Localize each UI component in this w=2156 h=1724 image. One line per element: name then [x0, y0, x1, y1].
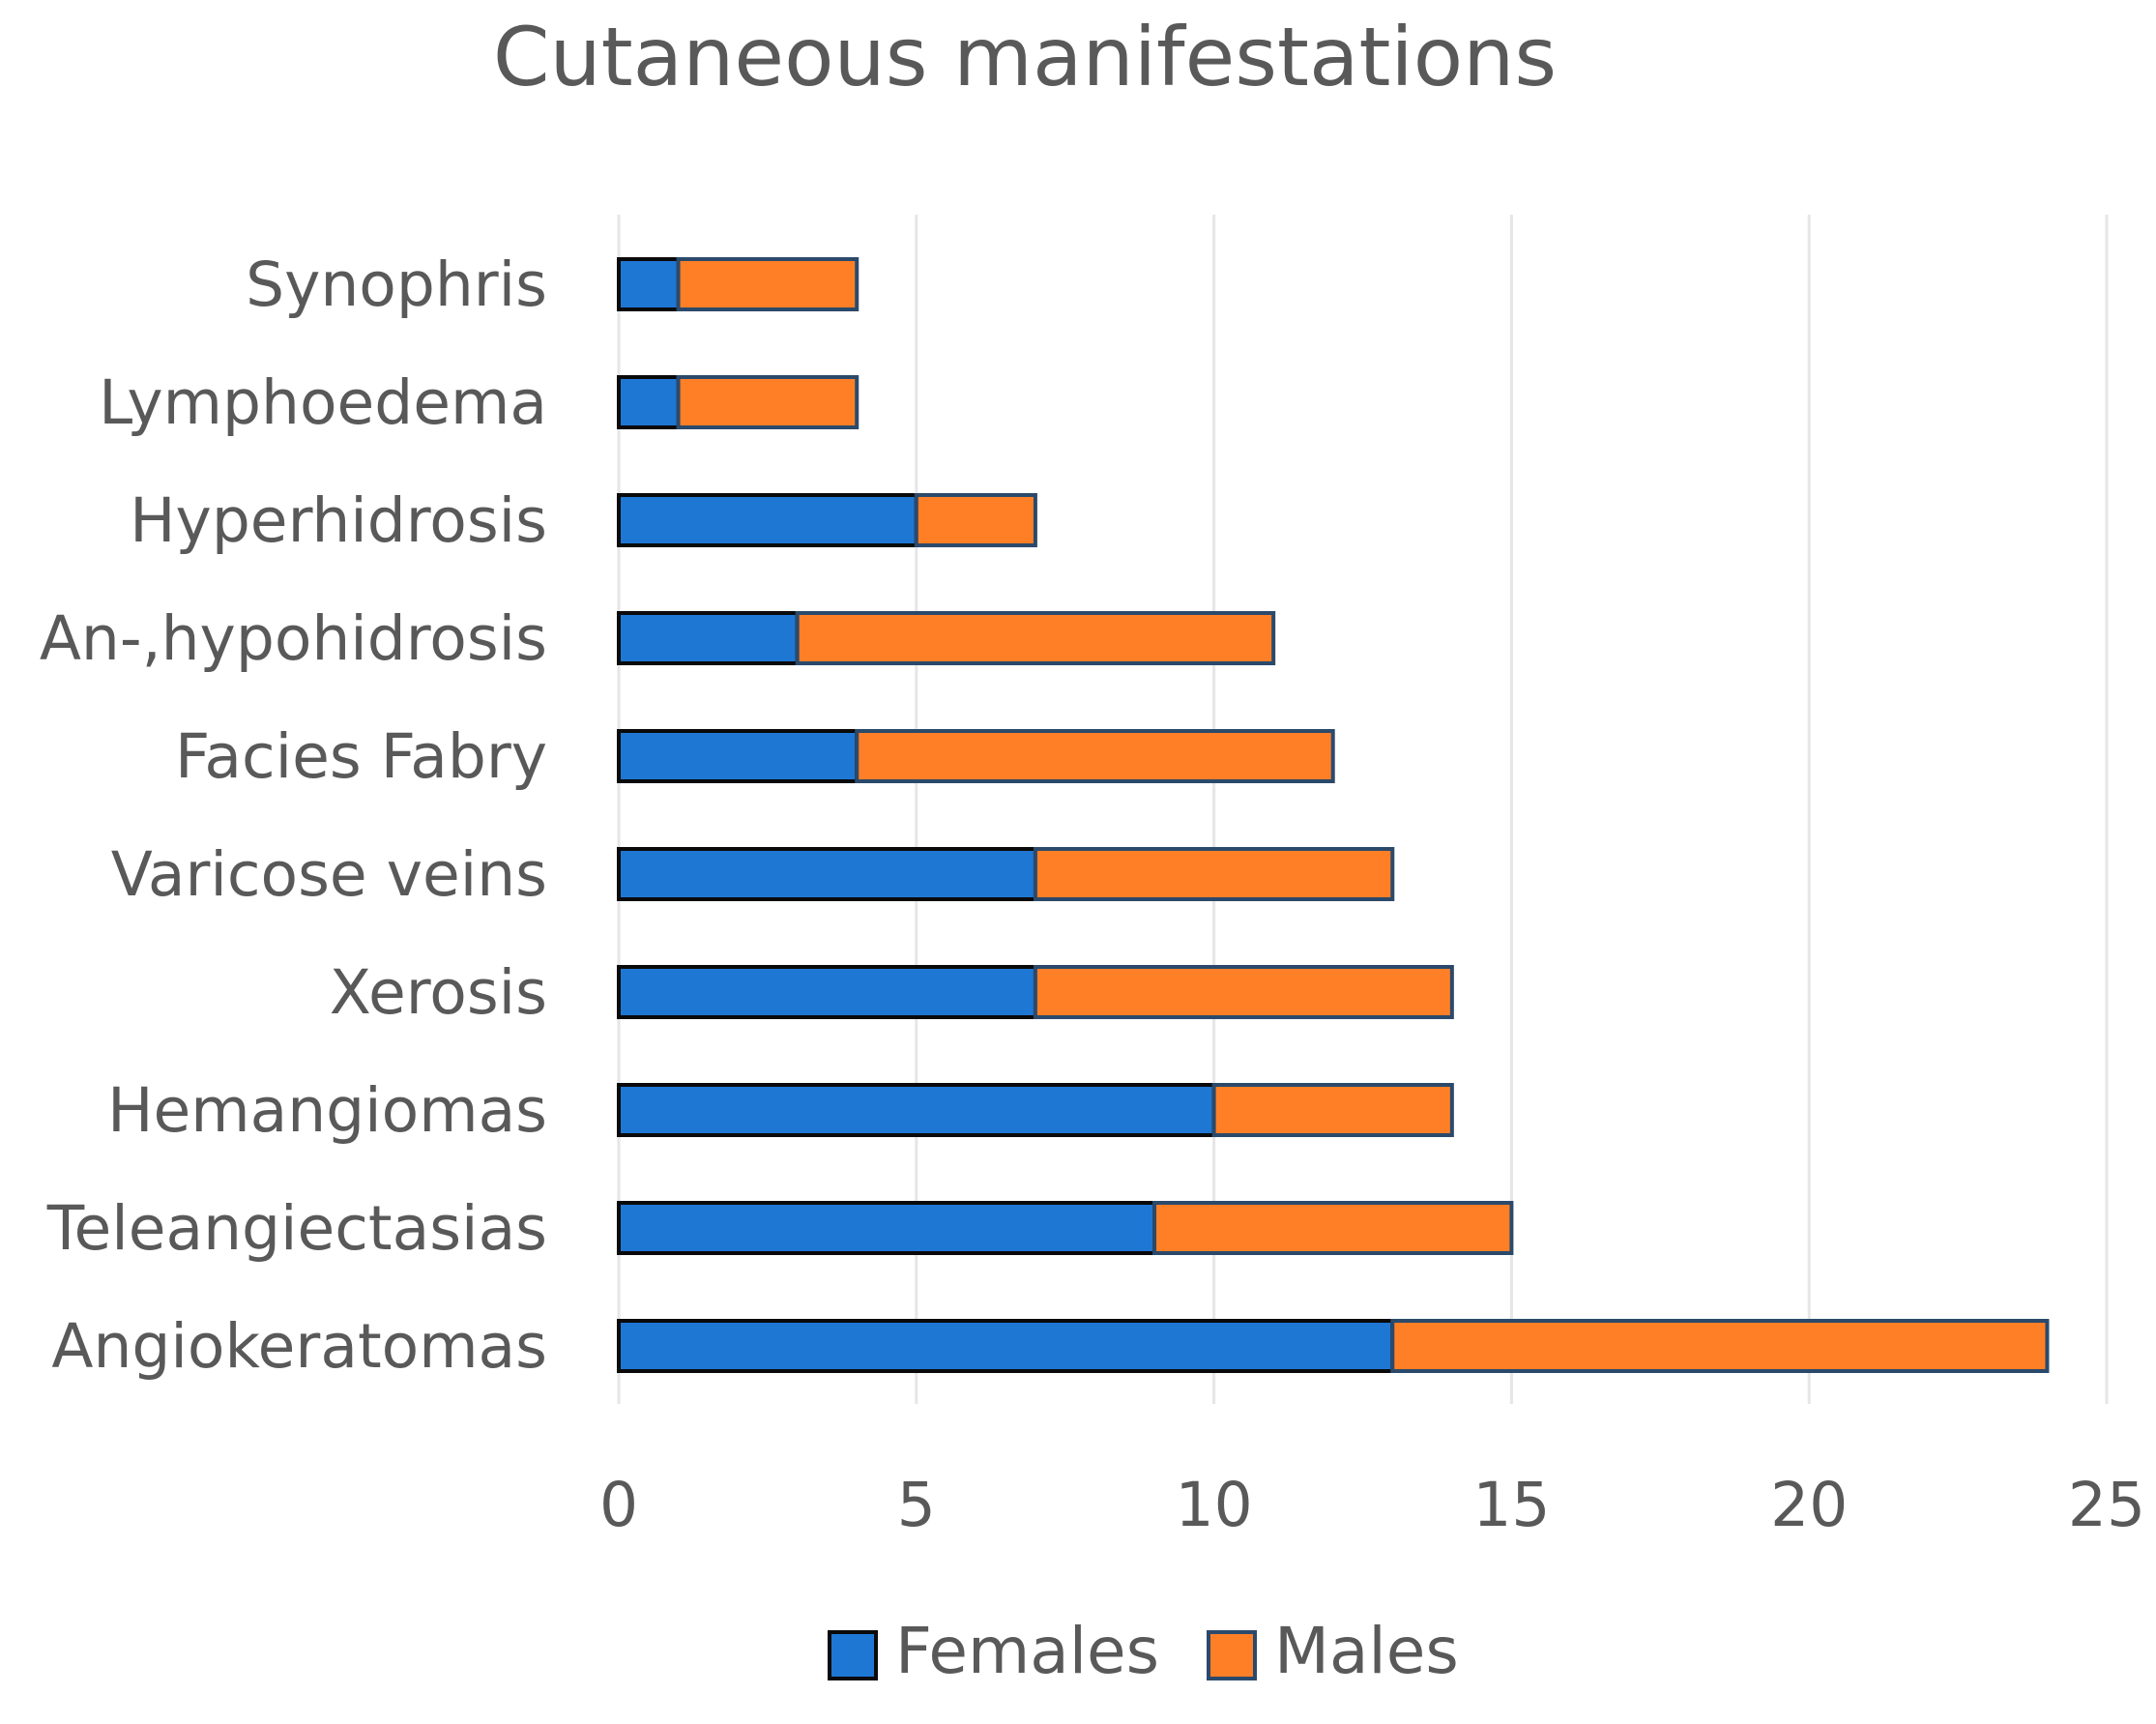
bar-males-hemangiomas — [1211, 1083, 1454, 1137]
legend-swatch-males — [1207, 1630, 1257, 1680]
bar-females-xerosis — [617, 965, 1037, 1019]
x-tick-label: 5 — [897, 1470, 936, 1540]
bar-females-synophris — [617, 257, 681, 311]
x-tick-label: 15 — [1472, 1470, 1550, 1540]
legend-label-females: Females — [895, 1614, 1159, 1688]
bar-males-hyperhidrosis — [914, 493, 1037, 547]
legend-swatch-females — [828, 1630, 878, 1680]
bar-females-hemangiomas — [617, 1083, 1216, 1137]
x-axis-tick-labels: 0 5 10 15 20 25 — [599, 1470, 2145, 1540]
x-tick-label: 20 — [1770, 1470, 1848, 1540]
category-label: Synophris — [246, 249, 547, 320]
bar-males-xerosis — [1033, 965, 1454, 1019]
legend: Females Males — [828, 1614, 1459, 1688]
bar-males-varicose-veins — [1033, 847, 1395, 901]
x-tick-label: 10 — [1176, 1470, 1253, 1540]
category-label: Xerosis — [330, 957, 547, 1028]
category-labels: Synophris Lymphoedema Hyperhidrosis An-,hyp… — [40, 249, 547, 1382]
x-tick-label: 25 — [2068, 1470, 2145, 1540]
bar-females-hyperhidrosis — [617, 493, 918, 547]
bar-females-an-hypohidrosis — [617, 611, 800, 665]
bar-males-synophris — [676, 257, 859, 311]
bar-females-lymphoedema — [617, 375, 681, 429]
bar-females-teleangiectasias — [617, 1201, 1157, 1255]
bar-males-teleangiectasias — [1152, 1201, 1514, 1255]
category-label: Facies Fabry — [175, 721, 547, 792]
bar-females-varicose-veins — [617, 847, 1037, 901]
bar-males-facies-fabry — [855, 729, 1335, 783]
bars — [617, 257, 2050, 1373]
bar-males-an-hypohidrosis — [795, 611, 1276, 665]
legend-label-males: Males — [1274, 1614, 1459, 1688]
chart-title: Cutaneous manifestations — [493, 10, 1557, 104]
category-label: An-,hypohidrosis — [40, 603, 547, 674]
category-label: Lymphoedema — [99, 367, 547, 438]
category-label: Angiokeratomas — [51, 1311, 547, 1382]
bar-males-angiokeratomas — [1390, 1319, 2050, 1373]
x-tick-label: 0 — [599, 1470, 638, 1540]
category-label: Varicose veins — [111, 839, 547, 910]
category-label: Hemangiomas — [107, 1075, 547, 1146]
category-label: Hyperhidrosis — [130, 485, 547, 556]
bar-females-angiokeratomas — [617, 1319, 1395, 1373]
bar-males-lymphoedema — [676, 375, 859, 429]
category-label: Teleangiectasias — [46, 1193, 547, 1264]
bar-females-facies-fabry — [617, 729, 859, 783]
